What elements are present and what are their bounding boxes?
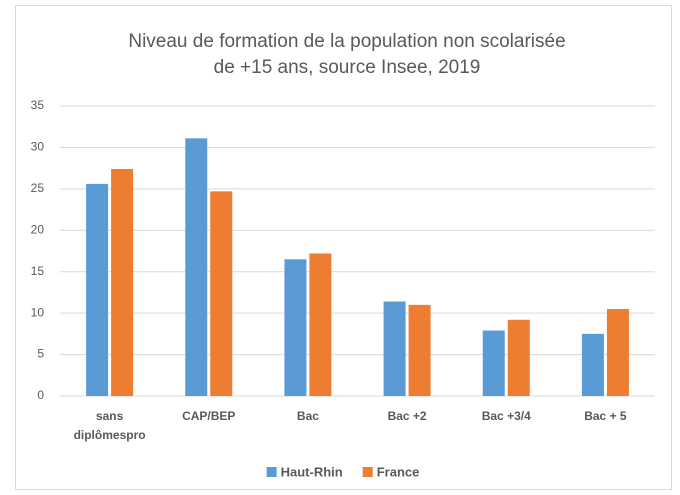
bar <box>408 304 431 396</box>
bar <box>284 259 307 396</box>
x-tick-label: Bac + 5 <box>584 409 627 423</box>
bar <box>507 319 530 396</box>
x-tick-label: CAP/BEP <box>182 409 235 423</box>
bar <box>185 138 208 397</box>
y-tick-label: 25 <box>31 181 45 195</box>
y-tick-label: 35 <box>31 98 45 112</box>
bar <box>383 301 406 396</box>
legend-swatch <box>266 467 277 477</box>
y-tick-label: 5 <box>37 347 44 361</box>
bar <box>86 183 109 396</box>
bar <box>309 253 332 396</box>
y-tick-label: 20 <box>31 222 45 236</box>
bar <box>111 168 134 396</box>
x-tick-label: sans diplômespro <box>74 409 146 442</box>
bar <box>210 191 233 396</box>
y-tick-label: 30 <box>31 140 45 154</box>
x-tick-label: Bac +2 <box>388 409 427 423</box>
x-tick-label: Bac +3/4 <box>482 409 531 423</box>
y-tick-label: 15 <box>31 264 45 278</box>
y-tick-label: 10 <box>31 305 45 319</box>
legend-swatch <box>362 467 373 477</box>
legend-label: Haut-Rhin <box>281 464 343 479</box>
legend-label: France <box>377 464 420 479</box>
bar <box>606 309 629 396</box>
bar <box>581 333 604 396</box>
y-tick-label: 0 <box>37 388 44 402</box>
chart-title: Niveau de formation de la population non… <box>128 31 565 78</box>
bar <box>482 330 505 396</box>
x-tick-label: Bac <box>297 409 319 423</box>
